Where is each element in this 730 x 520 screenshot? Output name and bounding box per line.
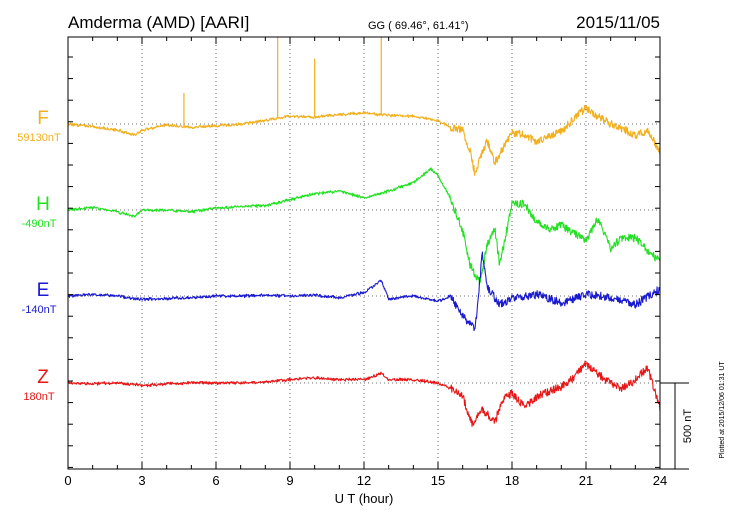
channel-name-H: H <box>36 194 50 215</box>
x-tick-label: 0 <box>64 473 71 488</box>
x-tick-label: 18 <box>505 473 519 488</box>
scale-bar: 500 nT <box>660 383 694 469</box>
x-tick-label: 9 <box>286 473 293 488</box>
channel-baseline-E: -140nT <box>22 304 57 316</box>
channel-labels: F 59130nT H -490nT E -140nT Z 180nT <box>17 108 61 403</box>
plotted-note: Plotted at 2015/12/06 01:31 UT <box>719 361 726 459</box>
coordinates-label: GG ( 69.46°, 61.41°) <box>368 20 469 32</box>
x-tick-label: 12 <box>357 473 371 488</box>
series-line-F <box>68 105 660 175</box>
x-tick-label: 6 <box>212 473 219 488</box>
x-tick-label: 21 <box>579 473 593 488</box>
grid <box>68 37 660 469</box>
x-axis-title: U T (hour) <box>335 491 394 506</box>
x-tick-label: 3 <box>138 473 145 488</box>
series-line-E <box>68 252 660 331</box>
channel-name-Z: Z <box>37 367 49 388</box>
station-title: Amderma (AMD) [AARI] <box>68 13 249 32</box>
x-tick-label: 24 <box>653 473 667 488</box>
channel-baseline-F: 59130nT <box>17 132 61 144</box>
series-group <box>68 37 660 426</box>
x-axis-ticks: 0 3 6 9 12 15 18 21 24 <box>64 37 667 488</box>
channel-name-E: E <box>37 280 50 301</box>
scale-bar-label: 500 nT <box>682 409 694 444</box>
channel-baseline-H: -490nT <box>22 218 57 230</box>
date-label: 2015/11/05 <box>576 13 660 32</box>
x-tick-label: 15 <box>431 473 445 488</box>
channel-name-F: F <box>37 108 49 129</box>
channel-baseline-Z: 180nT <box>23 391 54 403</box>
